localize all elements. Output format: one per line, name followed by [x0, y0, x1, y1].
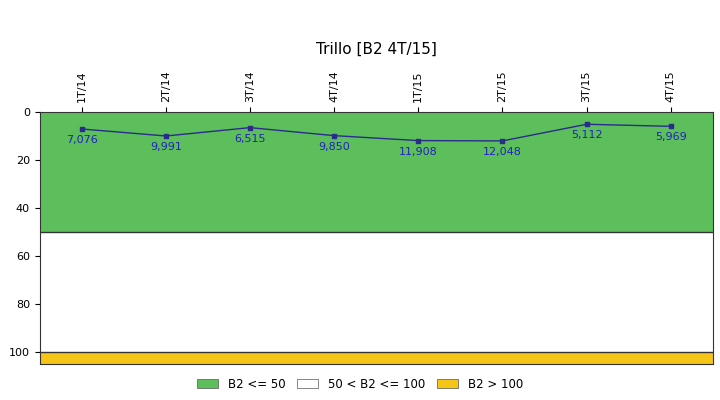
Point	[581, 121, 593, 128]
Point	[160, 133, 171, 139]
Text: 6,515: 6,515	[234, 134, 266, 144]
Point	[76, 126, 87, 132]
Point	[328, 132, 340, 139]
Title: Trillo [B2 4T/15]: Trillo [B2 4T/15]	[316, 42, 436, 57]
Point	[665, 123, 677, 130]
Legend: B2 <= 50, 50 < B2 <= 100, B2 > 100: B2 <= 50, 50 < B2 <= 100, B2 > 100	[194, 374, 526, 394]
Point	[244, 124, 256, 131]
Bar	[40, 232, 713, 352]
Text: 9,991: 9,991	[150, 142, 181, 152]
Text: 12,048: 12,048	[483, 147, 522, 157]
Point	[413, 137, 424, 144]
Bar	[40, 352, 713, 364]
Text: 7,076: 7,076	[66, 135, 97, 145]
Text: 11,908: 11,908	[399, 146, 438, 156]
Text: 5,112: 5,112	[571, 130, 603, 140]
Text: 5,969: 5,969	[655, 132, 687, 142]
Text: 9,850: 9,850	[318, 142, 350, 152]
Bar	[40, 112, 713, 232]
Point	[497, 138, 508, 144]
